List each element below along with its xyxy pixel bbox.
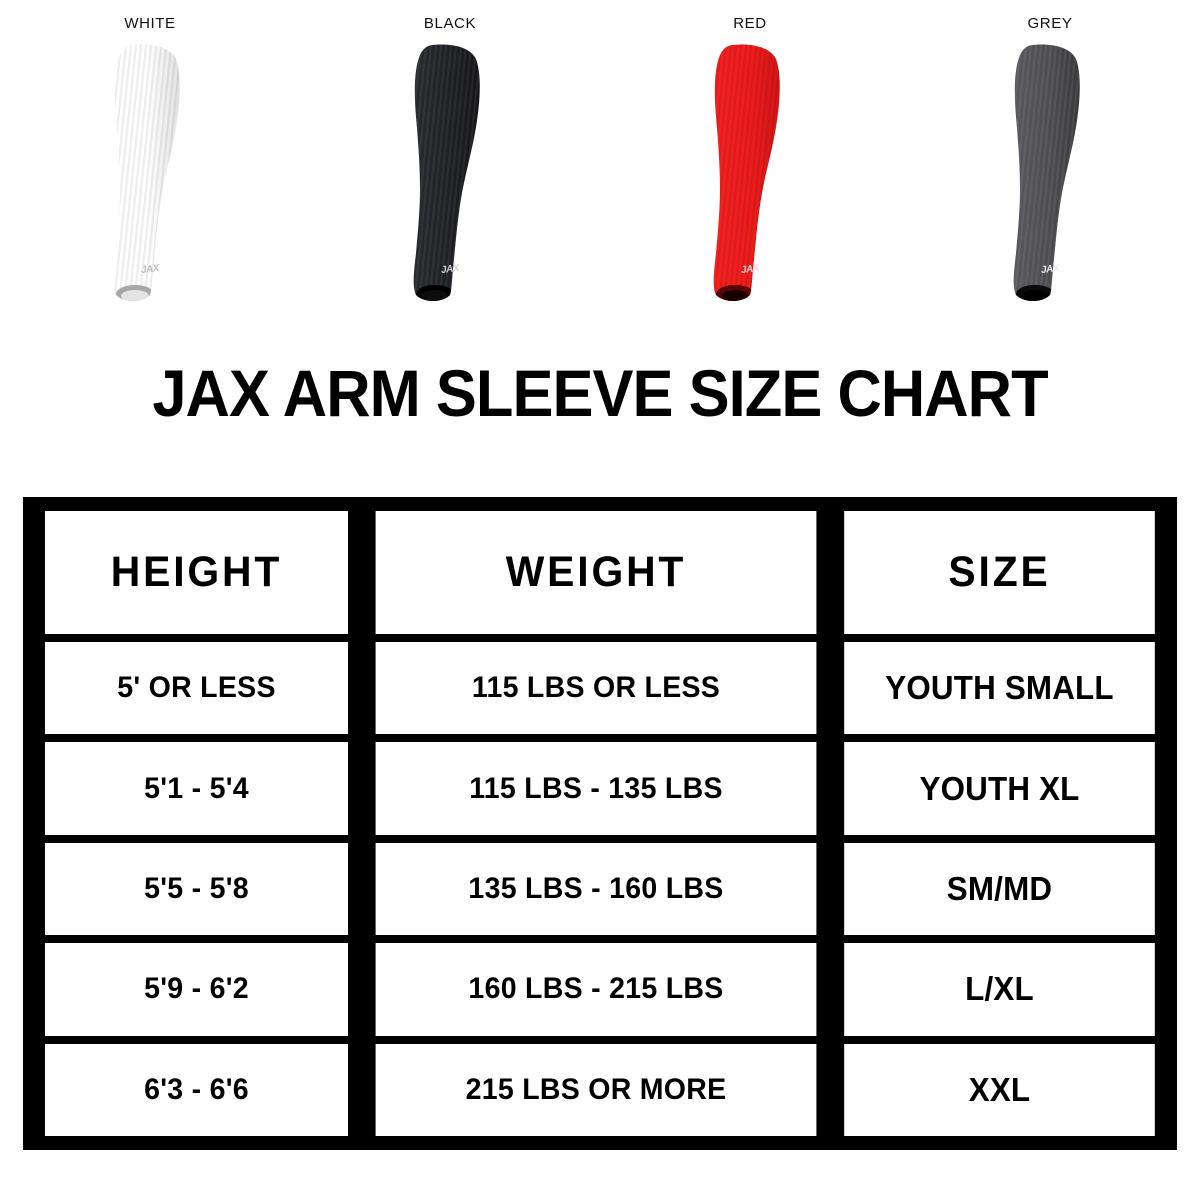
arm-sleeve-shape [113,44,180,302]
cell-height: 5'9 - 6'2 [44,943,349,1036]
arm-sleeve-icon: JAX [990,43,1110,308]
table-row: 5'5 - 5'8 135 LBS - 160 LBS SM/MD [37,842,1163,936]
column-header-weight: WEIGHT [375,511,817,634]
cell-height: 5' OR LESS [44,642,349,735]
cell-weight: 115 LBS - 135 LBS [375,742,817,835]
cell-weight: 135 LBS - 160 LBS [375,842,817,936]
cell-weight: 160 LBS - 215 LBS [375,943,817,1036]
cell-size: SM/MD [844,842,1155,936]
color-label: WHITE [124,15,176,32]
arm-sleeve-icon: JAX [90,43,210,308]
arm-sleeve-shape [713,44,780,302]
table-row: 5'9 - 6'2 160 LBS - 215 LBS L/XL [37,943,1163,1036]
cell-weight: 115 LBS OR LESS [375,642,817,735]
color-label: BLACK [423,15,477,32]
size-chart-table: HEIGHT WEIGHT SIZE 5' OR LESS 115 LBS OR… [23,497,1177,1150]
color-label: RED [733,15,767,32]
table-row: 6'3 - 6'6 215 LBS OR MORE XXL [37,1043,1163,1137]
cell-size: YOUTH XL [844,742,1155,835]
arm-sleeve-shape [413,44,480,302]
table-row: 5'1 - 5'4 115 LBS - 135 LBS YOUTH XL [37,742,1163,835]
product-swatch[interactable]: WHITE [0,0,300,345]
table-row: 5' OR LESS 115 LBS OR LESS YOUTH SMALL [37,642,1163,735]
cell-height: 6'3 - 6'6 [44,1043,349,1137]
cell-size: YOUTH SMALL [844,642,1155,735]
page-title: JAX ARM SLEEVE SIZE CHART [152,356,1048,430]
column-header-height: HEIGHT [44,511,349,634]
arm-sleeve-shape [1013,44,1080,302]
cell-height: 5'5 - 5'8 [44,842,349,936]
product-swatch[interactable]: GREY [900,0,1200,345]
arm-sleeve-icon: JAX [390,43,510,308]
product-color-gallery: WHITE [0,0,1200,345]
column-header-size: SIZE [844,511,1155,634]
color-label: GREY [1027,15,1073,32]
cell-weight: 215 LBS OR MORE [375,1043,817,1137]
product-swatch[interactable]: RED [600,0,900,345]
cell-size: L/XL [844,943,1155,1036]
arm-sleeve-icon: JAX [690,43,810,308]
cell-size: XXL [844,1043,1155,1137]
table-header-row: HEIGHT WEIGHT SIZE [37,511,1163,634]
product-swatch[interactable]: BLACK [300,0,600,345]
cell-height: 5'1 - 5'4 [44,742,349,835]
